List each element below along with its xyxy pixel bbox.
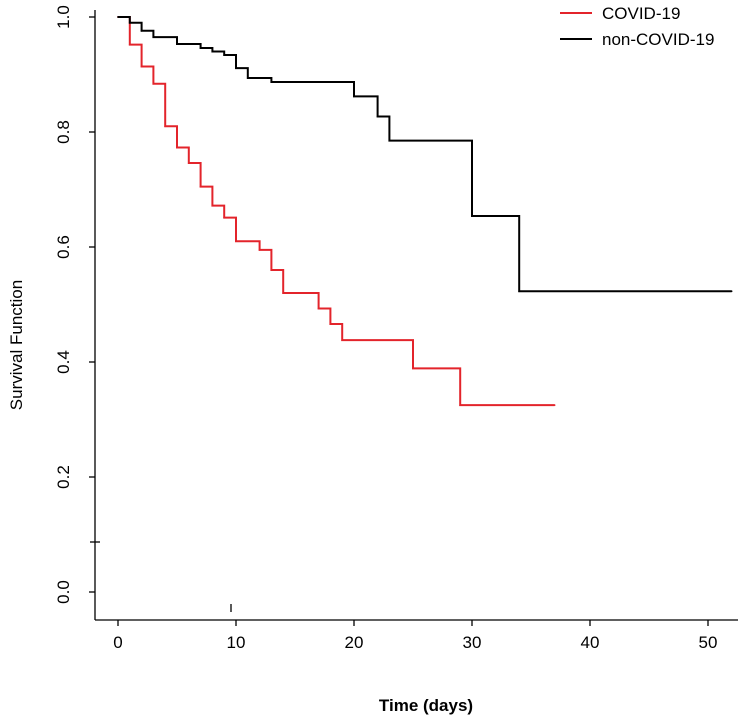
series-point-non-covid — [176, 43, 178, 45]
series-point-covid — [459, 404, 462, 407]
legend-label-covid: COVID-19 — [602, 4, 680, 23]
series-point-non-covid — [140, 29, 143, 32]
series-point-non-covid — [353, 95, 355, 98]
x-tick-label: 40 — [581, 633, 600, 652]
y-tick-label: 0.8 — [54, 120, 73, 144]
series-line-non-covid — [118, 16, 732, 293]
x-tick-label: 20 — [345, 633, 364, 652]
x-tick-label: 30 — [463, 633, 482, 652]
series-point-non-covid — [388, 139, 391, 142]
series-point-non-covid — [730, 290, 733, 293]
series-point-covid — [187, 162, 190, 164]
legend-label-non-covid: non-COVID-19 — [602, 30, 714, 49]
series-point-covid — [211, 204, 214, 207]
series-point-non-covid — [270, 81, 273, 83]
series-point-covid — [164, 125, 167, 128]
series-point-covid — [412, 367, 414, 370]
series-point-non-covid — [471, 215, 473, 217]
series-point-non-covid — [199, 47, 202, 49]
x-axis-title: Time (days) — [379, 696, 473, 715]
y-axis-ticks: 0.0 0.2 0.4 0.6 0.8 1.0 — [54, 5, 95, 604]
series-point-covid — [341, 339, 344, 342]
series-point-non-covid — [518, 290, 521, 293]
x-tick-label: 0 — [113, 633, 122, 652]
series-point-non-covid — [128, 21, 131, 24]
series-layer — [117, 16, 733, 407]
y-tick-label: 0.6 — [54, 235, 73, 259]
series-point-covid — [176, 146, 178, 149]
series-point-covid — [317, 307, 320, 310]
series-point-covid — [270, 269, 273, 271]
x-axis-ticks: 0 10 20 30 40 50 — [113, 620, 717, 652]
series-point-covid — [199, 185, 202, 188]
series-point-covid — [282, 292, 285, 294]
series-point-non-covid — [235, 67, 237, 70]
series-point-covid — [128, 43, 131, 46]
series-point-non-covid — [376, 115, 379, 118]
series-point-covid — [553, 404, 556, 407]
series-line-covid — [118, 16, 555, 407]
series-point-covid — [329, 323, 332, 325]
y-tick-label: 0.0 — [54, 580, 73, 604]
series-point-non-covid — [211, 50, 214, 53]
y-axis-title: Survival Function — [7, 280, 26, 410]
legend: COVID-19 non-COVID-19 — [560, 4, 714, 49]
series-point-covid — [152, 82, 155, 85]
series-point-non-covid — [152, 36, 155, 39]
series-point-non-covid — [223, 54, 226, 56]
series-point-covid — [140, 65, 143, 68]
series-point-covid — [258, 248, 261, 251]
y-tick-label: 1.0 — [54, 5, 73, 29]
x-tick-label: 10 — [227, 633, 246, 652]
series-point-covid — [235, 240, 237, 243]
y-tick-label: 0.4 — [54, 350, 73, 374]
series-point-non-covid — [246, 77, 249, 79]
x-tick-label: 50 — [699, 633, 718, 652]
y-tick-label: 0.2 — [54, 465, 73, 489]
series-point-non-covid — [117, 16, 119, 18]
series-point-covid — [223, 216, 226, 219]
